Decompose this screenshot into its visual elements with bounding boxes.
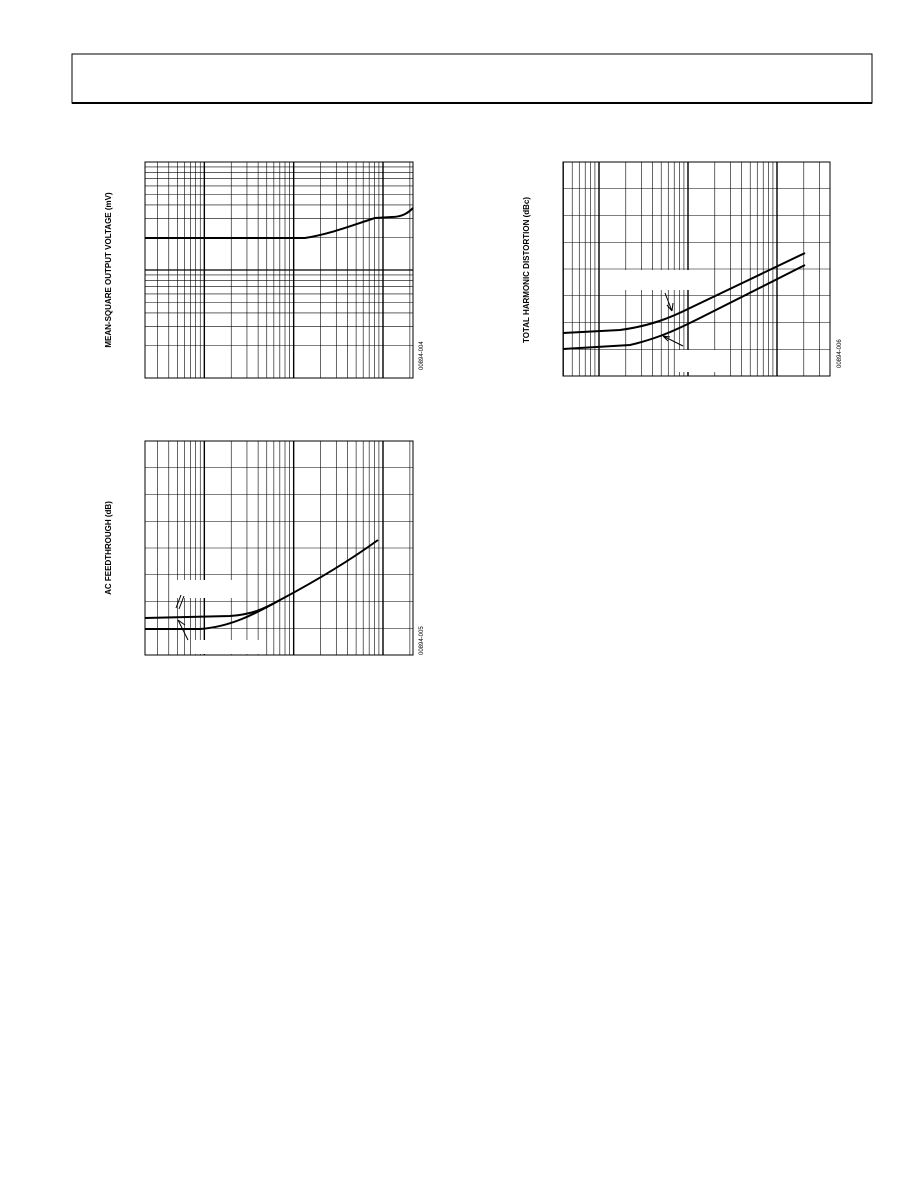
curve [562, 264, 806, 350]
figure-code: 00894-004 [419, 341, 425, 370]
curve [145, 207, 414, 239]
figure [144, 161, 414, 379]
arrow [664, 292, 674, 312]
label-blank [677, 350, 727, 372]
curve [145, 599, 281, 630]
label-blank [617, 270, 690, 290]
figure [562, 161, 831, 377]
label-blank [195, 640, 263, 654]
arrow [175, 594, 185, 610]
figure-code: 00894-006 [837, 339, 843, 368]
curve [144, 539, 379, 619]
header-box [71, 53, 873, 104]
figure [144, 440, 414, 656]
y-axis-label: AC FEEDTHROUGH (dB) [104, 501, 113, 595]
arrow [662, 335, 684, 347]
curve [562, 252, 806, 334]
y-axis-label: MEAN-SQUARE OUTPUT VOLTAGE (mV) [104, 192, 113, 348]
figure-code: 00894-005 [419, 626, 425, 655]
arrow [177, 619, 189, 641]
label-blank [170, 580, 232, 598]
y-axis-label: TOTAL HARMONIC DISTORTION (dBc) [522, 197, 531, 343]
